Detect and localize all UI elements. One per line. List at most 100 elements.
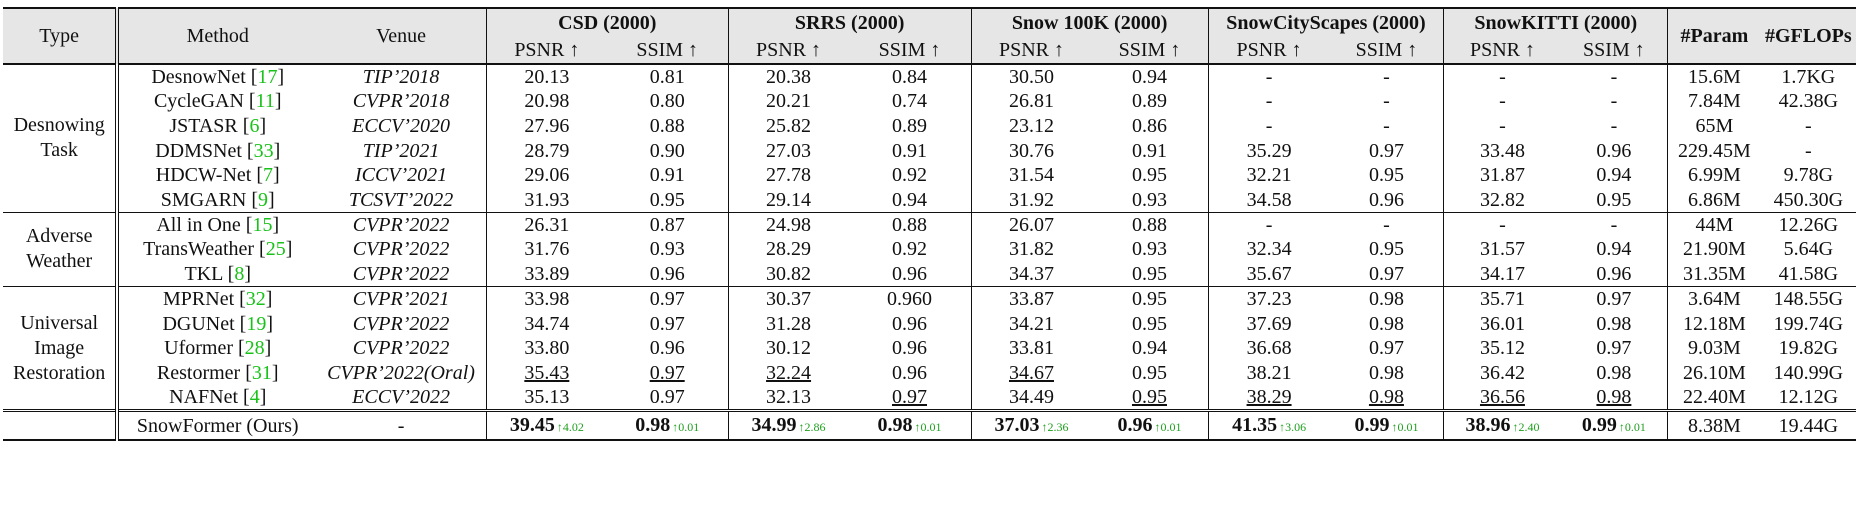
ssim-value: 0.89 (1091, 89, 1208, 114)
psnr-value: 35.67 (1208, 262, 1329, 287)
ssim-value: 0.92 (848, 163, 971, 188)
method-cell: DGUNet [19] (117, 311, 316, 336)
gflops-value: 450.30G (1761, 188, 1856, 213)
ssim-value: 0.98 ↑0.01 (607, 411, 728, 441)
venue-cell: ICCV’2021 (316, 163, 486, 188)
method-name: Restormer (157, 362, 240, 384)
table-row: TKL [8] CVPR’2022 33.89 0.96 30.82 0.96 34.37 0… (3, 262, 1856, 287)
method-name: All in One (156, 214, 240, 236)
ssim-value: 0.98 (1330, 311, 1444, 336)
param-value: 12.18M (1668, 311, 1761, 336)
citation-link[interactable]: 8 (234, 263, 244, 285)
venue-cell: CVPR’2022 (316, 212, 486, 237)
table-row: JSTASR [6] ECCV’2020 27.96 0.88 25.82 0.89 23.… (3, 114, 1856, 139)
best-value: 0.99 (1582, 414, 1617, 436)
ssim-value: 0.93 (1091, 188, 1208, 213)
ssim-value: 0.96 (848, 311, 971, 336)
group-type-line: Image (3, 336, 115, 361)
citation-link[interactable]: 32 (246, 288, 266, 310)
psnr-value: 31.57 (1444, 237, 1561, 262)
psnr-value: 20.38 (728, 64, 848, 89)
table-row: SMGARN [9] TCSVT’2022 31.93 0.95 29.14 0.94 31… (3, 188, 1856, 213)
ssim-value: 0.94 (1091, 64, 1208, 89)
method-name: TransWeather (143, 238, 254, 260)
citation-link[interactable]: 31 (252, 362, 272, 384)
citation-link[interactable]: 4 (250, 386, 260, 408)
ssim-value: 0.98 ↑0.01 (848, 411, 971, 441)
citation-link[interactable]: 19 (246, 313, 266, 335)
param-value: 3.64M (1668, 287, 1761, 312)
ssim-value: 0.95 (1091, 385, 1208, 411)
ssim-value: 0.95 (1091, 287, 1208, 312)
ssim-value: 0.95 (607, 188, 728, 213)
ssim-value: - (1561, 114, 1668, 139)
psnr-value: - (1208, 64, 1329, 89)
venue-cell: ECCV’2020 (316, 114, 486, 139)
ssim-value: 0.95 (1330, 237, 1444, 262)
gflops-value: - (1761, 138, 1856, 163)
psnr-value: 36.42 (1444, 361, 1561, 386)
citation-link[interactable]: 25 (266, 238, 286, 260)
param-value: 15.6M (1668, 64, 1761, 89)
psnr-value: 36.56 (1444, 385, 1561, 411)
ssim-value: 0.96 (848, 336, 971, 361)
method-name: SMGARN (161, 189, 247, 211)
method-cell: TKL [8] (117, 262, 316, 287)
citation-link[interactable]: 15 (252, 214, 272, 236)
ssim-value: - (1330, 114, 1444, 139)
venue-cell: CVPR’2018 (316, 89, 486, 114)
citation-link[interactable]: 6 (249, 115, 259, 137)
psnr-value: 27.78 (728, 163, 848, 188)
ssim-value: 0.98 (1330, 361, 1444, 386)
ssim-value: 0.98 (1561, 311, 1668, 336)
gflops-value: 199.74G (1761, 311, 1856, 336)
citation-link[interactable]: 9 (258, 189, 268, 211)
psnr-value: 38.96 ↑2.40 (1444, 411, 1561, 441)
group-type-line: Desnowing (3, 113, 115, 138)
table-row: Universal Image Restoration MPRNet [32] CVPR… (3, 287, 1856, 312)
param-value: 21.90M (1668, 237, 1761, 262)
ssim-value: 0.95 (1091, 311, 1208, 336)
param-value: 26.10M (1668, 361, 1761, 386)
citation-link[interactable]: 33 (254, 140, 274, 162)
venue-cell: CVPR’2022 (316, 311, 486, 336)
header-param: #Param (1668, 8, 1761, 64)
gflops-value: 5.64G (1761, 237, 1856, 262)
method-cell: MPRNet [32] (117, 287, 316, 312)
best-value: 38.96 (1465, 414, 1510, 436)
psnr-value: 35.43 (486, 361, 606, 386)
citation-link[interactable]: 28 (245, 337, 265, 359)
psnr-value: 26.07 (971, 212, 1091, 237)
group-type-line: Universal (3, 311, 115, 336)
gflops-value: 41.58G (1761, 262, 1856, 287)
ssim-value: 0.89 (848, 114, 971, 139)
citation-link[interactable]: 17 (257, 66, 277, 88)
psnr-value: 33.87 (971, 287, 1091, 312)
psnr-value: - (1208, 89, 1329, 114)
psnr-value: 20.13 (486, 64, 606, 89)
ssim-value: 0.97 (1561, 287, 1668, 312)
psnr-value: - (1444, 64, 1561, 89)
psnr-value: 33.80 (486, 336, 606, 361)
citation-link[interactable]: 7 (263, 164, 273, 186)
table-row: Desnowing Task DesnowNet [17] TIP’2018 20.13… (3, 64, 1856, 89)
psnr-value: 32.21 (1208, 163, 1329, 188)
citation-link[interactable]: 11 (256, 90, 275, 112)
psnr-value: 24.98 (728, 212, 848, 237)
psnr-value: 35.71 (1444, 287, 1561, 312)
psnr-value: 38.29 (1208, 385, 1329, 411)
method-cell: CycleGAN [11] (117, 89, 316, 114)
psnr-value: 30.37 (728, 287, 848, 312)
row-group-type-empty (3, 411, 117, 441)
table-row: TransWeather [25] CVPR’2022 31.76 0.93 28.29… (3, 237, 1856, 262)
ssim-value: 0.95 (1091, 163, 1208, 188)
gflops-value: 12.12G (1761, 385, 1856, 411)
psnr-value: 29.06 (486, 163, 606, 188)
psnr-value: - (1444, 89, 1561, 114)
ssim-value: 0.74 (848, 89, 971, 114)
gflops-value: 19.44G (1761, 411, 1856, 441)
psnr-value: 30.82 (728, 262, 848, 287)
ssim-value: 0.97 (1561, 336, 1668, 361)
improvement-delta: ↑2.86 (799, 420, 826, 434)
psnr-value: 32.24 (728, 361, 848, 386)
